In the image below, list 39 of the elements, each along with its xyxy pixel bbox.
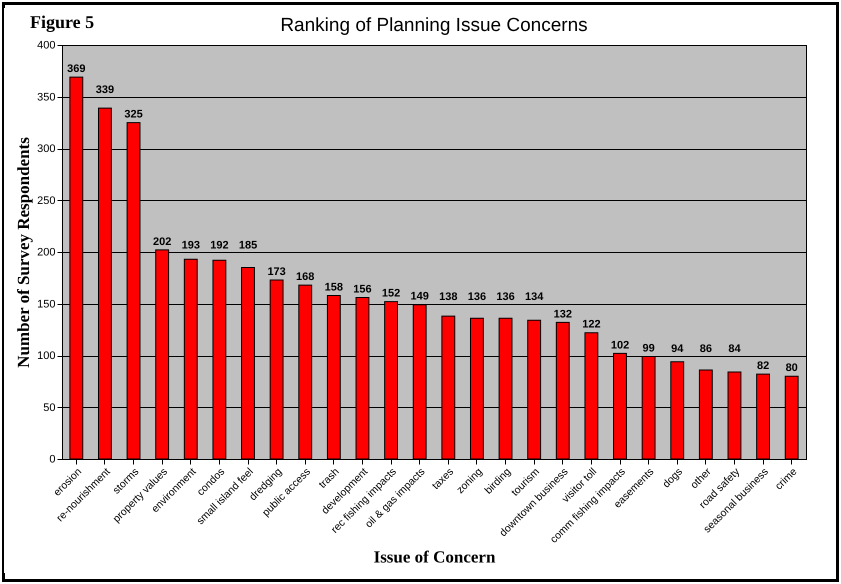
data-label: 149 [410, 290, 429, 303]
data-label: 99 [642, 342, 655, 354]
data-label: 80 [786, 362, 798, 374]
data-label: 339 [96, 84, 114, 96]
y-tick-label: 150 [37, 298, 56, 310]
data-label: 82 [756, 360, 770, 372]
y-tick-label: 250 [37, 194, 56, 207]
data-label: 132 [554, 308, 572, 320]
y-tick-label: 0 [49, 454, 56, 466]
data-label: 193 [182, 239, 200, 252]
data-label: 134 [524, 291, 544, 304]
data-label: 152 [382, 288, 400, 300]
y-tick-label: 350 [37, 91, 56, 104]
y-axis-title: Number of Survey Respondents [14, 136, 34, 368]
chart-title: Ranking of Planning Issue Concerns [280, 15, 588, 36]
data-label: 136 [468, 291, 486, 304]
data-label: 136 [496, 291, 515, 304]
data-label: 369 [67, 62, 86, 75]
data-label: 138 [439, 291, 458, 304]
data-label: 122 [582, 318, 601, 331]
data-label: 158 [324, 281, 344, 294]
data-label: 86 [700, 342, 712, 355]
y-tick-label: 100 [37, 350, 56, 362]
data-label: 94 [671, 342, 684, 355]
data-label: 84 [728, 342, 742, 355]
data-label: 102 [610, 339, 630, 352]
y-tick-label: 400 [37, 40, 56, 52]
y-tick-label: 200 [37, 246, 56, 258]
caption: Figure 5 [30, 12, 94, 33]
data-label: 185 [238, 239, 258, 252]
y-tick-label: 50 [43, 402, 56, 414]
data-label: 192 [210, 239, 229, 252]
x-axis-title: Issue of Concern [374, 547, 496, 566]
data-label: 173 [267, 266, 286, 278]
data-label: 156 [353, 283, 372, 296]
y-tick-label: 300 [37, 143, 56, 155]
data-label: 168 [296, 271, 314, 284]
data-label: 202 [152, 236, 172, 248]
data-label: 325 [124, 108, 143, 121]
